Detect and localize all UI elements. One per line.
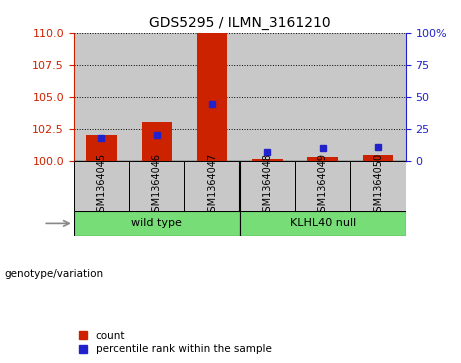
Bar [295,33,350,160]
Legend: count, percentile rank within the sample: count, percentile rank within the sample [79,331,272,354]
Bar [184,160,240,211]
Bar [240,160,295,211]
Text: GSM1364047: GSM1364047 [207,153,217,218]
Bar [363,155,393,160]
Bar [295,160,350,211]
Text: GSM1364045: GSM1364045 [96,153,106,218]
Bar [350,160,406,211]
Bar [350,33,406,160]
Bar [86,135,117,160]
Text: GSM1364046: GSM1364046 [152,153,162,218]
Bar [184,33,240,160]
Bar [129,33,184,160]
Text: wild type: wild type [131,219,182,228]
Text: genotype/variation: genotype/variation [5,269,104,279]
Bar [129,160,184,211]
Text: GSM1364048: GSM1364048 [262,153,272,218]
Text: KLHL40 null: KLHL40 null [290,219,356,228]
Bar [252,159,283,160]
Bar [74,33,129,160]
Bar [197,33,227,160]
Bar [240,211,406,236]
Bar [307,158,338,160]
Text: GSM1364050: GSM1364050 [373,153,383,218]
Bar [74,211,240,236]
Bar [240,33,295,160]
Text: GSM1364049: GSM1364049 [318,153,328,218]
Bar [142,122,172,160]
Title: GDS5295 / ILMN_3161210: GDS5295 / ILMN_3161210 [149,16,331,30]
Bar [74,160,129,211]
